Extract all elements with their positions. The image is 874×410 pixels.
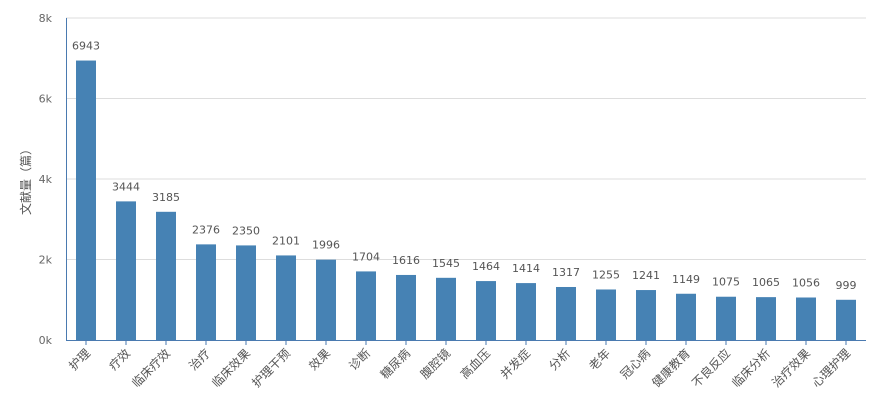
data-label: 1241 [632,269,660,282]
data-label: 999 [836,279,857,292]
x-tick-label: 不良反应 [689,346,734,391]
bar [516,283,536,340]
data-label: 1255 [592,268,620,281]
x-tick-label: 诊断 [346,346,374,374]
x-tick-label: 护理干预 [249,346,293,390]
bar [556,286,576,340]
x-tick-label: 治疗效果 [769,346,814,391]
y-tick-label: 8k [39,12,53,25]
bar [196,244,216,340]
bar [436,277,456,340]
data-label: 2101 [272,234,300,247]
x-tick-label: 分析 [546,346,573,373]
bar [636,290,656,340]
value-labels: 6943 3444 3185 2376 2350 2101 1996 1704 1616 1545… [72,40,857,292]
x-tick-label: 临床疗效 [129,346,174,391]
bar [716,296,736,340]
bar [356,271,376,340]
x-tick-label: 临床分析 [729,346,773,390]
y-tick-label: 6k [39,93,53,106]
data-label: 1996 [312,239,340,252]
bar [116,201,136,340]
bar [236,245,256,340]
data-label: 1317 [552,266,580,279]
bar [676,293,696,340]
data-label: 1704 [352,250,380,263]
bar [836,299,856,340]
x-tick-label: 高血压 [457,346,493,382]
y-tick-labels: 0k 2k 4k 6k 8k [39,12,53,347]
data-label: 1149 [672,273,700,286]
bar [476,281,496,340]
data-label: 1056 [792,276,820,289]
bar [796,297,816,340]
data-label: 1075 [712,276,740,289]
bar [276,255,296,340]
bar [756,297,776,340]
data-label: 1616 [392,254,420,267]
data-label: 1464 [472,260,500,273]
data-label: 1414 [512,262,540,275]
data-label: 2376 [192,223,220,236]
y-tick-label: 4k [39,173,53,186]
x-tick-label: 疗效 [106,346,134,374]
data-label: 1545 [432,257,460,270]
data-label: 1065 [752,276,780,289]
x-tick-label: 腹腔镜 [417,346,453,382]
x-tick-label: 冠心病 [617,346,653,382]
x-tick-label: 健康教育 [649,346,694,391]
x-tick-label: 糖尿病 [377,346,413,382]
x-tick-label: 心理护理 [809,346,853,390]
x-tick-label: 护理 [66,346,93,373]
bar [596,289,616,340]
x-tick-label: 治疗 [186,346,213,373]
x-tick-label: 临床效果 [209,346,254,391]
bar [396,274,416,340]
x-tick-label: 效果 [306,346,334,374]
x-tick-label: 老年 [586,346,613,373]
bar [156,211,176,340]
data-label: 6943 [72,40,100,53]
bars [76,60,856,340]
y-axis-label: 文献量（篇） [18,143,33,215]
x-tick-label: 并发症 [497,346,533,382]
data-label: 3444 [112,180,140,193]
data-label: 3185 [152,191,180,204]
axes [66,18,866,345]
grid-lines [66,17,866,260]
bar [316,259,336,340]
bar [76,60,96,340]
data-label: 2350 [232,224,260,237]
y-tick-label: 2k [39,254,53,267]
y-tick-label: 0k [39,334,53,347]
